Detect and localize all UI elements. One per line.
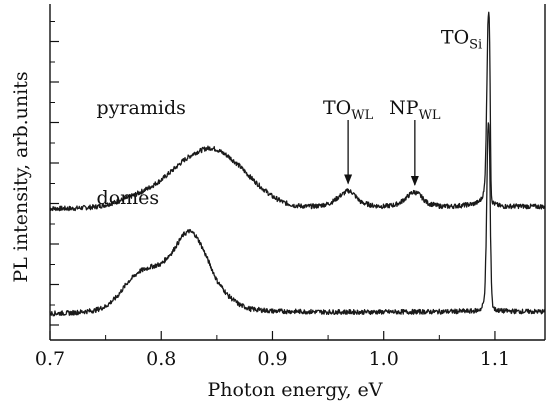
x-tick-label: 1.1 <box>480 348 510 370</box>
annotations: pyramids domes TOWL NPWL TOSi <box>97 27 483 210</box>
series-domes <box>49 122 546 317</box>
series-layer <box>49 11 546 317</box>
y-axis-title: PL intensity, arb.units <box>10 71 32 282</box>
series-pyramids <box>49 11 546 212</box>
annotation-to-si: TOSi <box>441 27 482 53</box>
annotation-np-wl: NPWL <box>389 97 441 123</box>
x-tick-label: 1.0 <box>369 348 399 370</box>
axis-ticks: 0.7 0.8 0.9 1.0 1.1 <box>35 21 510 370</box>
annotation-domes: domes <box>97 187 160 209</box>
x-tick-label: 0.8 <box>146 348 176 370</box>
arrowhead-np-wl <box>410 176 419 186</box>
annotation-to-wl: TOWL <box>323 97 374 123</box>
x-tick-label: 0.7 <box>35 348 65 370</box>
annotation-pyramids: pyramids <box>97 97 186 119</box>
axes-frame <box>49 4 546 341</box>
arrowhead-to-wl <box>344 174 353 185</box>
x-axis-title: Photon energy, eV <box>207 379 382 401</box>
x-tick-label: 0.9 <box>257 348 287 370</box>
